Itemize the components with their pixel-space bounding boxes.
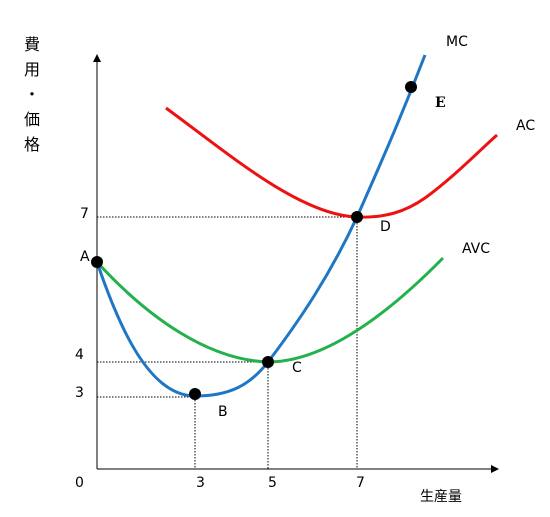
point <box>262 356 274 368</box>
ac-curve <box>165 106 498 219</box>
x-tick-label: 3 <box>196 475 205 491</box>
point-label: E <box>435 95 446 111</box>
y-tick-label: 4 <box>75 347 84 363</box>
point <box>91 256 103 268</box>
avc-curve <box>95 256 445 364</box>
x-tick-label: 5 <box>268 475 277 491</box>
origin-label: 0 <box>75 475 84 491</box>
y-axis-label: 費用・価格 <box>21 36 40 161</box>
curve-label: MC <box>446 34 468 50</box>
mc-curve <box>95 54 427 398</box>
y-tick-label: 3 <box>75 385 84 401</box>
point-label: B <box>218 404 228 420</box>
point-label: A <box>80 249 90 265</box>
point-label: D <box>380 219 391 235</box>
point <box>351 211 363 223</box>
x-tick-label: 7 <box>356 475 365 491</box>
x-axis-label: 生産量 <box>420 489 462 505</box>
point <box>405 81 417 93</box>
point <box>189 388 201 400</box>
curve-label: AVC <box>462 241 490 257</box>
point-label: C <box>292 360 302 376</box>
curve-label: AC <box>516 118 535 134</box>
y-tick-label: 7 <box>80 206 89 222</box>
